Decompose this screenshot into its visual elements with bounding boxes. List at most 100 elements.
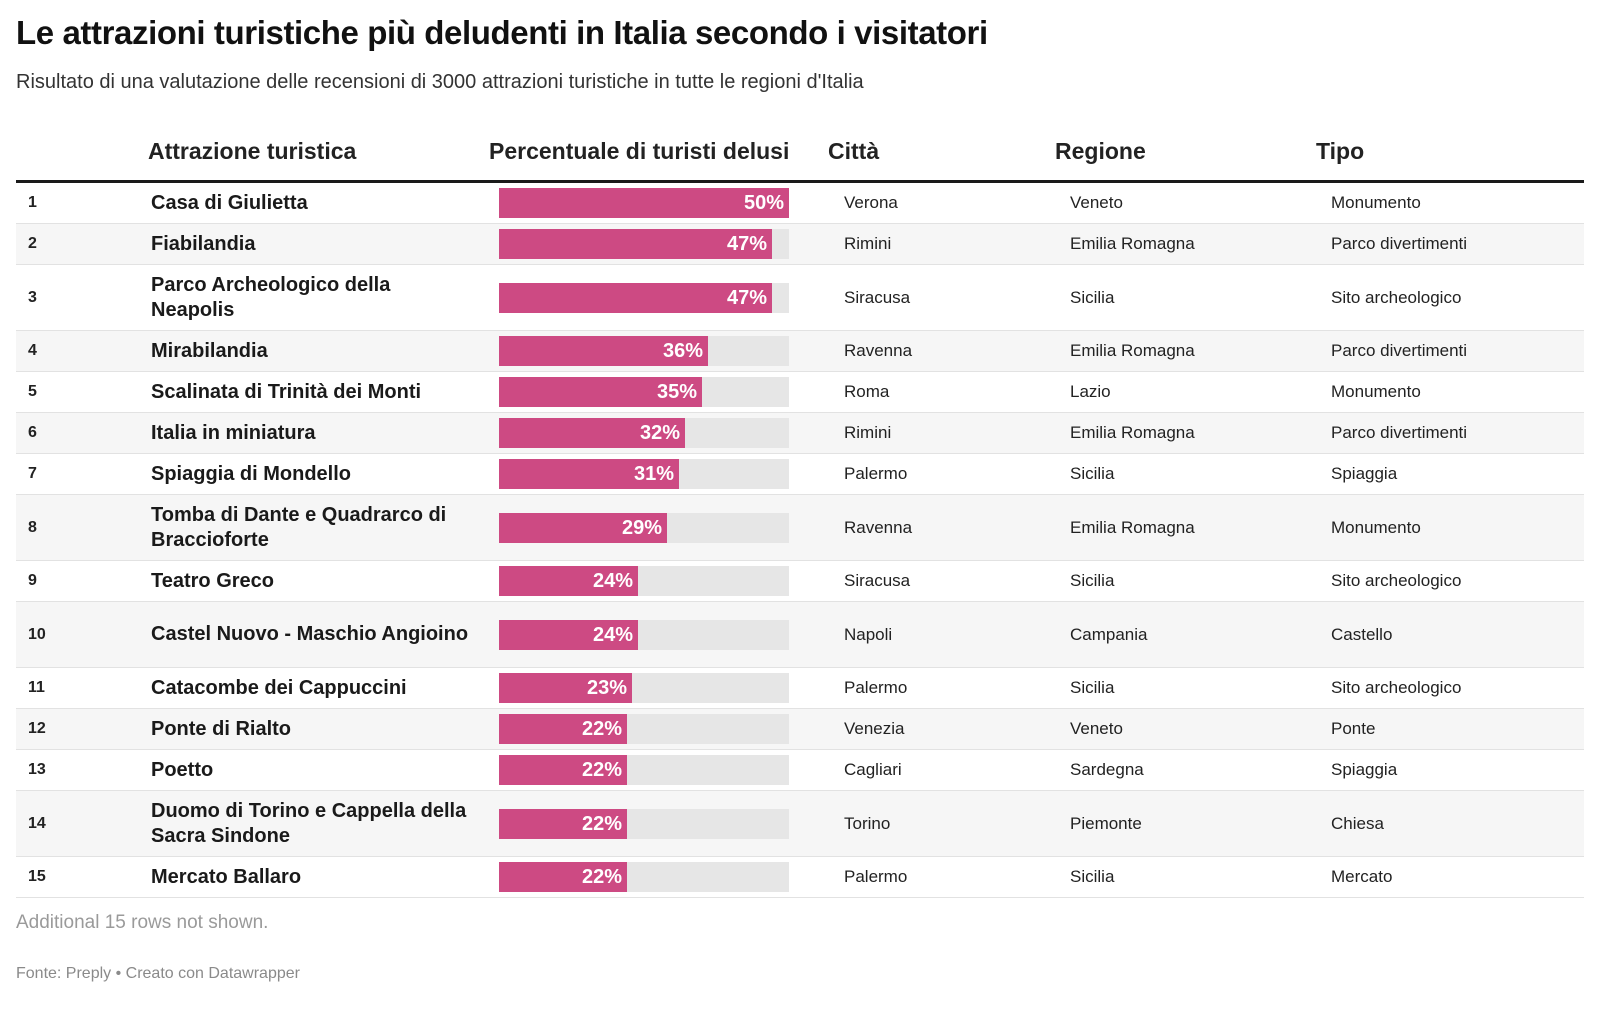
rank-cell: 5 [28,383,37,400]
table-row: 5 Scalinata di Trinità dei Monti 35% Roma La… [16,372,1584,413]
type-cell: Mercato [1331,867,1393,886]
percent-cell: 22% [499,709,795,749]
bar-value-label: 36% [662,340,703,362]
region-cell: Sardegna [1070,760,1144,779]
bar-value-label: 31% [633,463,674,485]
percent-cell: 22% [499,857,795,897]
region-cell: Sicilia [1070,464,1115,483]
attraction-name: Spiaggia di Mondello [151,462,351,485]
region-cell: Campania [1070,624,1148,644]
rank-cell: 8 [28,518,37,536]
rank-cell: 14 [28,814,46,832]
type-cell: Sito archeologico [1331,287,1462,307]
percent-cell: 47% [499,265,795,330]
rank-cell: 11 [28,679,45,696]
table-row: 6 Italia in miniatura 32% Rimini Emilia Roma… [16,413,1584,454]
percent-cell: 47% [499,224,795,264]
bar-fill [499,673,632,703]
rank-cell: 3 [28,288,37,306]
rank-cell: 9 [28,572,37,589]
bar-track: 23% [499,673,789,703]
bar-track: 29% [499,512,789,543]
city-cell: Rimini [844,234,892,253]
bar-track: 22% [499,755,789,785]
bar-value-label: 50% [743,192,784,214]
city-cell: Palermo [844,678,908,697]
bar-track: 32% [499,418,789,448]
region-cell: Emilia Romagna [1070,234,1195,253]
attraction-name: Italia in miniatura [151,421,316,444]
attraction-name: Fiabilandia [151,232,256,255]
bar-fill [499,808,627,839]
city-cell: Napoli [844,624,893,644]
city-cell: Cagliari [844,760,902,779]
bar-value-label: 22% [581,812,622,835]
percent-cell: 32% [499,413,795,453]
bar-track: 47% [499,229,789,259]
percent-cell: 24% [499,561,795,601]
bar-value-label: 24% [592,623,633,646]
percent-cell: 22% [499,791,795,856]
percent-cell: 22% [499,750,795,790]
city-cell: Siracusa [844,287,911,307]
type-cell: Chiesa [1331,813,1384,833]
column-header-attraction[interactable]: Attrazione turistica [148,138,357,164]
rank-cell: 7 [28,465,37,482]
type-cell: Parco divertimenti [1331,234,1468,253]
percent-cell: 29% [499,495,795,560]
bar-value-label: 35% [656,381,697,403]
region-cell: Lazio [1070,382,1111,401]
table-row: 13 Poetto 22% Cagliari Sardegna Spiaggia [16,750,1584,791]
table-row: 14 Duomo di Torino e Cappella della Sacra… [16,791,1584,857]
table-row: 10 Castel Nuovo - Maschio Angioino 24% Napo… [16,602,1584,668]
table-header: Attrazione turistica Percentuale di turi… [16,120,1584,183]
type-cell: Sito archeologico [1331,571,1462,590]
bar-value-label: 24% [592,570,633,592]
city-cell: Verona [844,193,898,212]
bar-fill [499,459,679,489]
attraction-name: Poetto [151,758,214,781]
column-header-region[interactable]: Regione [1055,138,1146,164]
type-cell: Spiaggia [1331,760,1398,779]
type-cell: Monumento [1331,193,1421,212]
city-cell: Venezia [844,719,905,738]
bar-fill [499,282,772,313]
table-row: 8 Tomba di Dante e Quadrarco di Bracciofo… [16,495,1584,561]
percent-cell: 31% [499,454,795,494]
rank-cell: 2 [28,235,37,252]
table-row: 12 Ponte di Rialto 22% Venezia Veneto Ponte [16,709,1584,750]
bar-fill [499,229,772,259]
bar-fill [499,377,702,407]
rank-cell: 15 [28,868,46,885]
table-row: 1 Casa di Giulietta 50% Verona Veneto Monumen… [16,183,1584,224]
bar-track: 24% [499,619,789,650]
column-header-percent[interactable]: Percentuale di turisti delusi [489,138,790,164]
percent-cell: 50% [499,183,795,223]
type-cell: Parco divertimenti [1331,423,1468,442]
bar-fill [499,512,667,543]
rank-cell: 12 [28,720,46,737]
column-header-city[interactable]: Città [828,138,880,164]
chart-subtitle: Risultato di una valutazione delle recen… [16,71,864,93]
bar-fill [499,336,708,366]
bar-value-label: 47% [726,233,767,255]
percent-cell: 24% [499,602,795,667]
column-header-type[interactable]: Tipo [1316,138,1365,164]
bar-track: 47% [499,282,789,313]
attraction-name: Mirabilandia [151,339,268,362]
table-row: 4 Mirabilandia 36% Ravenna Emilia Romagna Par… [16,331,1584,372]
table-row: 15 Mercato Ballaro 22% Palermo Sicilia Mercat… [16,857,1584,898]
city-cell: Ravenna [844,517,913,537]
type-cell: Parco divertimenti [1331,341,1468,360]
bar-fill [499,418,685,448]
bar-track: 24% [499,566,789,596]
chart-title: Le attrazioni turistiche più deludenti i… [16,14,988,51]
attraction-name: Scalinata di Trinità dei Monti [151,380,422,403]
percent-cell: 35% [499,372,795,412]
region-cell: Veneto [1070,719,1123,738]
type-cell: Monumento [1331,382,1421,401]
type-cell: Monumento [1331,517,1421,537]
bar-value-label: 22% [581,718,622,740]
city-cell: Siracusa [844,571,911,590]
bar-fill [499,862,627,892]
